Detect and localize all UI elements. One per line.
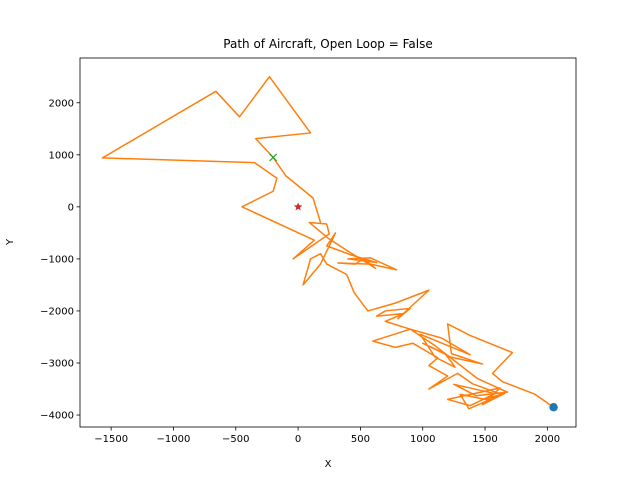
flight-path-line [101,75,555,410]
x-tick-label: 1500 [472,434,497,445]
x-tick-label: −1500 [94,434,128,445]
y-axis-label: Y [5,238,16,246]
origin-star-marker [293,202,303,211]
y-tick-label: −3000 [40,358,74,369]
chart-title: Path of Aircraft, Open Loop = False [223,37,432,51]
flight-path-layer [101,75,555,410]
y-axis-ticks: −4000 −3000 −2000 −1000 0 1000 2000 [40,98,80,422]
target-x-marker [269,153,278,162]
x-tick-label: 1000 [410,434,435,445]
x-tick-label: −1000 [157,434,191,445]
start-point-marker [549,403,558,412]
x-tick-label: −500 [222,434,249,445]
y-tick-label: 2000 [49,98,74,109]
target-x-stroke [269,153,278,162]
plot-area [80,58,576,427]
x-axis-ticks: −1500 −1000 −500 0 500 1000 1500 2000 [94,427,560,445]
marker-layer [269,153,558,412]
y-tick-label: −2000 [40,306,74,317]
x-tick-label: 2000 [535,434,560,445]
y-tick-label: 1000 [49,150,74,161]
x-axis-label: X [325,459,332,470]
plot-frame [79,57,577,428]
x-tick-label: 500 [351,434,370,445]
x-tick-label: 0 [295,434,301,445]
y-tick-label: 0 [68,202,74,213]
y-tick-label: −1000 [40,254,74,265]
y-tick-label: −4000 [40,411,74,422]
